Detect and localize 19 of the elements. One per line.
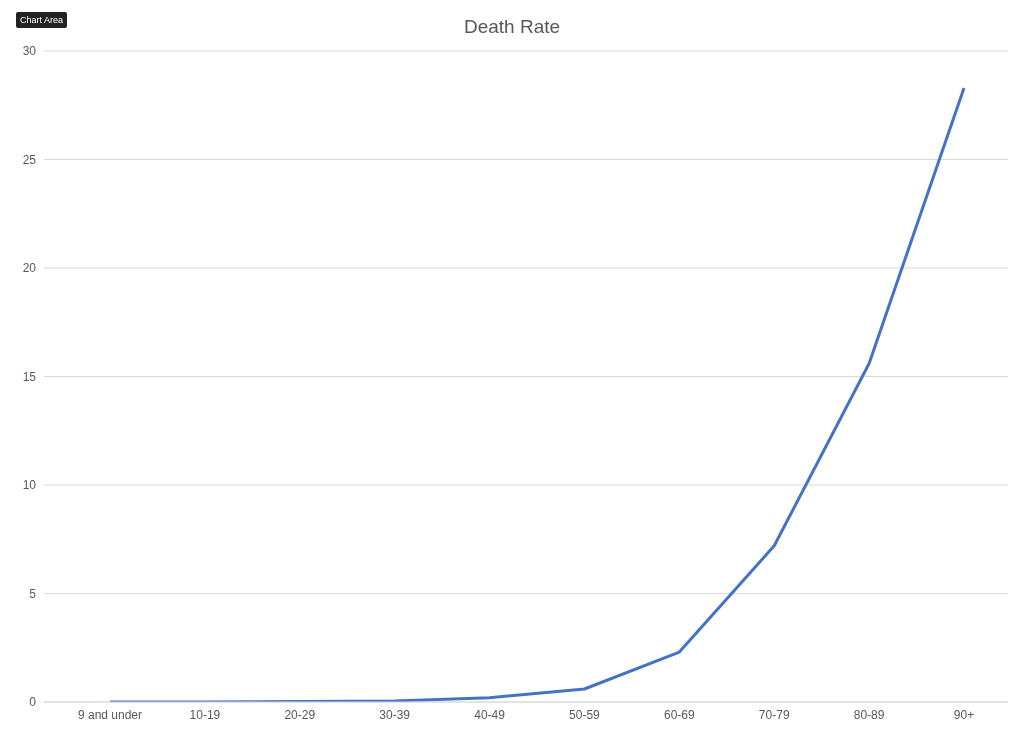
y-tick-label: 5 xyxy=(29,586,37,601)
y-tick-label: 0 xyxy=(29,695,37,710)
y-tick-label: 10 xyxy=(22,478,37,493)
x-tick-label: 80-89 xyxy=(853,707,885,722)
chart-title: Death Rate xyxy=(463,16,561,37)
y-tick-label: 20 xyxy=(22,261,37,276)
x-tick-label: 50-59 xyxy=(569,707,601,722)
x-tick-label: 60-69 xyxy=(663,707,695,722)
x-tick-label: 9 and under xyxy=(77,707,143,722)
y-tick-label: 15 xyxy=(22,369,37,384)
x-tick-label: 20-29 xyxy=(284,707,316,722)
x-tick-label: 30-39 xyxy=(379,707,411,722)
x-tick-label: 40-49 xyxy=(474,707,506,722)
text: Chart Area xyxy=(16,12,68,28)
y-tick-label: 25 xyxy=(22,152,37,167)
x-tick-label: 10-19 xyxy=(189,707,221,722)
x-tick-label: 90+ xyxy=(953,707,975,722)
x-tick-label: 70-79 xyxy=(758,707,790,722)
y-tick-label: 30 xyxy=(22,44,37,59)
